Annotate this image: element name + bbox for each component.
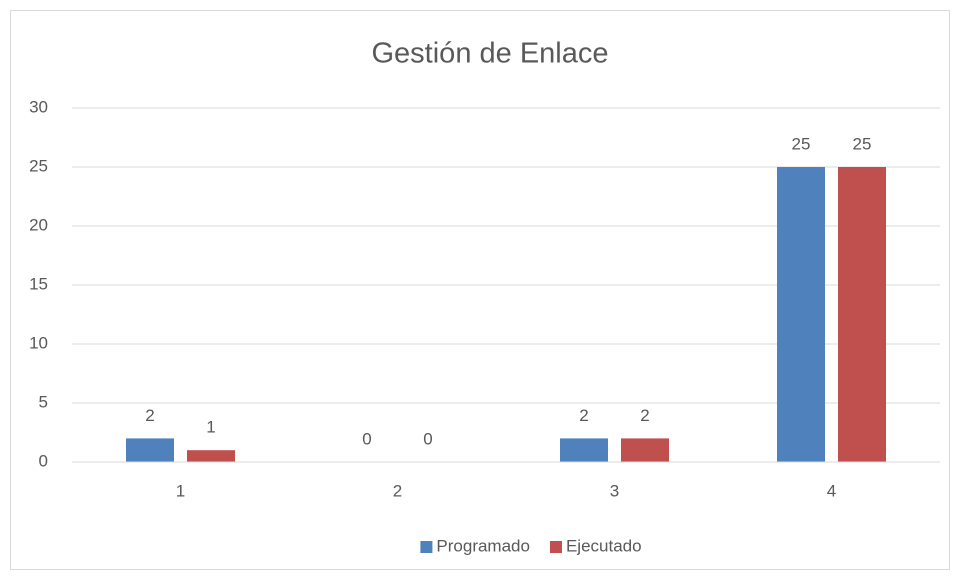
x-tick-label: 4 [827, 481, 836, 500]
bar [621, 438, 669, 462]
data-label: 1 [206, 418, 215, 437]
legend-label: Programado [436, 536, 530, 555]
x-tick-label: 1 [176, 481, 185, 500]
x-tick-label: 3 [610, 481, 619, 500]
bar [838, 167, 886, 462]
data-label: 0 [362, 429, 371, 448]
bar [126, 438, 174, 462]
data-label: 0 [423, 429, 432, 448]
data-label: 25 [853, 134, 872, 153]
y-tick-label: 5 [39, 392, 48, 411]
bar [560, 438, 608, 462]
y-tick-label: 25 [29, 156, 48, 175]
legend-swatch [549, 541, 562, 553]
y-tick-label: 0 [39, 451, 48, 470]
data-label: 2 [640, 406, 649, 425]
chart-title: Gestión de Enlace [372, 38, 609, 70]
bar [777, 167, 825, 462]
bar [187, 450, 235, 462]
legend-label: Ejecutado [566, 536, 642, 555]
x-tick-label: 2 [393, 481, 402, 500]
y-tick-label: 20 [29, 215, 48, 234]
y-tick-label: 10 [29, 333, 48, 352]
y-tick-label: 15 [29, 274, 48, 293]
y-tick-label: 30 [29, 97, 48, 116]
data-label: 25 [792, 134, 811, 153]
data-label: 2 [145, 406, 154, 425]
data-label: 2 [579, 406, 588, 425]
legend-swatch [420, 541, 433, 553]
